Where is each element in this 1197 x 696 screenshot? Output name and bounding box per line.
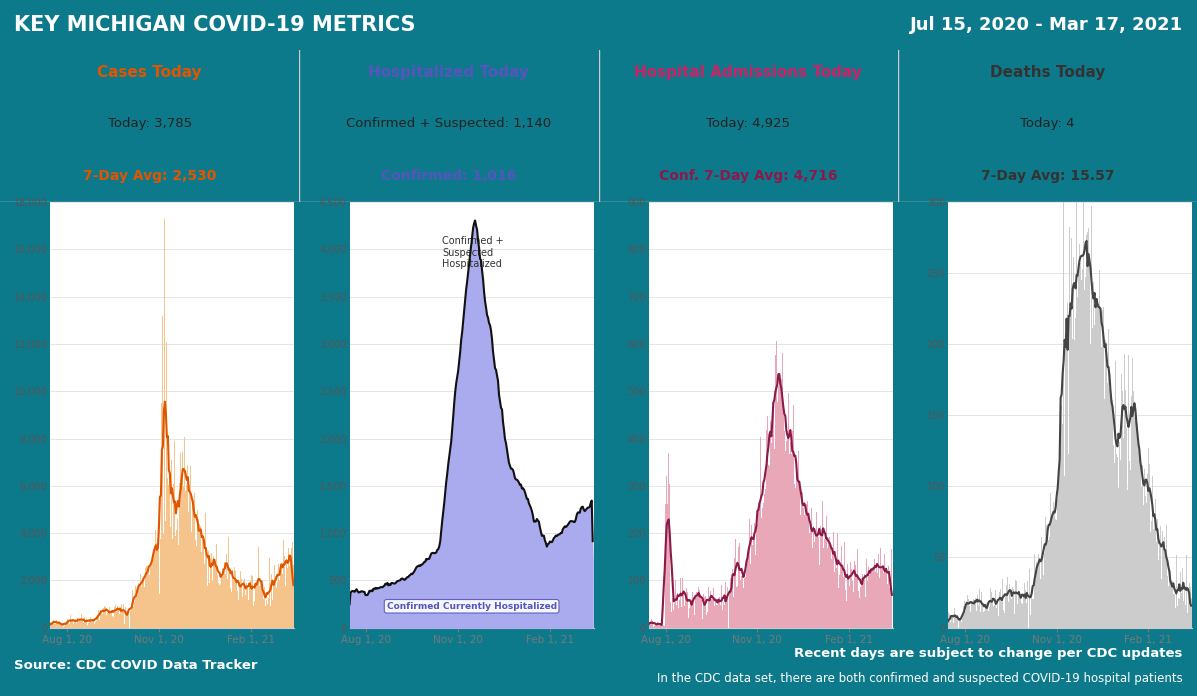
Text: Source: CDC COVID Data Tracker: Source: CDC COVID Data Tracker [14, 659, 257, 672]
Text: 7-Day Avg: 15.57: 7-Day Avg: 15.57 [980, 168, 1114, 182]
Text: Hospitalized Today: Hospitalized Today [369, 65, 529, 80]
Text: Confirmed +
Suspected
Hospitalized: Confirmed + Suspected Hospitalized [443, 236, 504, 269]
Text: KEY MICHIGAN COVID-19 METRICS: KEY MICHIGAN COVID-19 METRICS [14, 15, 415, 35]
Text: Confirmed + Suspected: 1,140: Confirmed + Suspected: 1,140 [346, 117, 552, 130]
Text: Conf. 7-Day Avg: 4,716: Conf. 7-Day Avg: 4,716 [658, 168, 838, 182]
Text: In the CDC data set, there are both confirmed and suspected COVID-19 hospital pa: In the CDC data set, there are both conf… [657, 672, 1183, 686]
Text: Today: 3,785: Today: 3,785 [108, 117, 192, 130]
Text: Deaths Today: Deaths Today [990, 65, 1105, 80]
Text: Today: 4: Today: 4 [1020, 117, 1075, 130]
Text: Today: 4,925: Today: 4,925 [706, 117, 790, 130]
Text: Recent days are subject to change per CDC updates: Recent days are subject to change per CD… [795, 647, 1183, 660]
Text: 7-Day Avg: 2,530: 7-Day Avg: 2,530 [83, 168, 217, 182]
Text: Cases Today: Cases Today [97, 65, 202, 80]
Text: Confirmed: 1,016: Confirmed: 1,016 [381, 168, 517, 182]
Text: Hospital Admissions Today: Hospital Admissions Today [634, 65, 862, 80]
Text: Confirmed Currently Hospitalized: Confirmed Currently Hospitalized [387, 602, 557, 611]
Text: Jul 15, 2020 - Mar 17, 2021: Jul 15, 2020 - Mar 17, 2021 [910, 16, 1183, 34]
